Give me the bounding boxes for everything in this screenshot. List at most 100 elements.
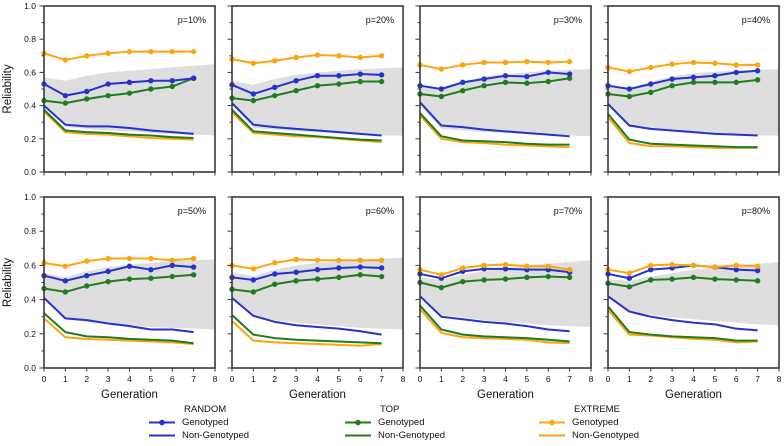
legend-item-label: Genotyped — [378, 417, 425, 428]
legend-item-top-nongenotyped: Non-Genotyped — [344, 429, 445, 442]
marker-random_genotyped — [314, 73, 321, 79]
x-tick-label: 7 — [567, 374, 572, 384]
series-random_nongenotyped — [231, 297, 382, 336]
legend-group-top: TOP Genotyped Non-Genotyped — [344, 404, 445, 442]
reference-band — [232, 67, 403, 136]
series-top_genotyped — [607, 276, 758, 288]
marker-random_genotyped — [545, 69, 551, 76]
marker-random_genotyped — [126, 263, 133, 269]
marker-random_genotyped — [378, 265, 385, 271]
x-axis-title: Generation — [101, 389, 158, 400]
legend-group-random: RANDOM Genotyped Non-Genotyped — [148, 404, 249, 442]
series-top_nongenotyped — [43, 109, 194, 139]
marker-random_genotyped — [84, 88, 90, 95]
legend-group-title: TOP — [380, 404, 400, 415]
x-tick-label: 3 — [482, 374, 487, 384]
marker-top_genotyped — [460, 87, 466, 94]
legend-item-random-nongenotyped: Non-Genotyped — [148, 429, 249, 442]
marker-top_genotyped — [169, 83, 175, 90]
marker-random_genotyped — [733, 266, 739, 273]
series-top_nongenotyped — [607, 113, 758, 149]
marker-random_genotyped — [105, 81, 111, 87]
x-tick-label: 7 — [379, 374, 384, 384]
marker-extreme_genotyped — [378, 257, 385, 263]
panel-label: p=50% — [178, 206, 206, 216]
marker-extreme_genotyped — [566, 58, 573, 65]
series-extreme_genotyped — [607, 263, 758, 275]
y-tick-label: 0.2 — [24, 134, 36, 144]
line-with-marker-swatch — [539, 419, 565, 426]
marker-random_genotyped — [62, 92, 69, 99]
marker-top_genotyped — [314, 276, 321, 282]
x-tick-label: 8 — [401, 374, 406, 384]
marker-random_genotyped — [169, 78, 175, 84]
marker-extreme_genotyped — [626, 270, 633, 276]
panel-label: p=60% — [366, 206, 394, 216]
series-extreme_genotyped — [231, 53, 382, 65]
marker-extreme_genotyped — [336, 53, 342, 59]
series-extreme_nongenotyped — [419, 114, 570, 149]
series-top_nongenotyped — [607, 305, 758, 342]
panel-label: p=10% — [178, 15, 206, 25]
panel-label: p=80% — [742, 206, 770, 216]
marker-extreme_genotyped — [524, 263, 530, 269]
marker-top_genotyped — [754, 77, 761, 83]
series-extreme_genotyped — [607, 61, 758, 73]
panel-label: p=20% — [366, 15, 394, 25]
legend-group-title: RANDOM — [184, 404, 227, 415]
marker-top_genotyped — [84, 283, 90, 289]
marker-top_genotyped — [626, 93, 633, 100]
marker-random_genotyped — [190, 264, 197, 270]
marker-top_genotyped — [357, 78, 363, 85]
marker-top_genotyped — [62, 289, 69, 295]
line-with-marker-swatch — [149, 419, 175, 426]
chart-grid: 0.0 0.2 0.4 0.6 0.8 1.0 p=10% p=20% p=30% p=40% 0.… — [2, 1, 782, 400]
marker-random_genotyped — [460, 79, 466, 86]
marker-extreme_genotyped — [272, 260, 278, 266]
marker-extreme_genotyped — [481, 262, 487, 269]
marker-extreme_genotyped — [314, 52, 321, 58]
marker-top_genotyped — [105, 278, 111, 285]
panel-label: p=30% — [554, 15, 582, 25]
series-extreme_nongenotyped — [43, 317, 194, 346]
marker-extreme_genotyped — [669, 61, 675, 67]
series-random_genotyped — [231, 266, 382, 281]
marker-random_genotyped — [148, 266, 154, 273]
y-tick-label: 1.0 — [24, 1, 36, 11]
legend-item-random-genotyped: Genotyped — [148, 416, 249, 429]
marker-top_genotyped — [126, 276, 133, 282]
x-tick-label: 0 — [418, 374, 423, 384]
series-random_genotyped — [231, 73, 382, 95]
marker-extreme_genotyped — [669, 261, 675, 268]
marker-random_genotyped — [378, 72, 385, 78]
series-extreme_genotyped — [419, 60, 570, 71]
series-extreme_genotyped — [43, 257, 194, 268]
marker-extreme_genotyped — [62, 263, 69, 269]
marker-random_genotyped — [626, 86, 633, 92]
marker-top_genotyped — [566, 274, 573, 281]
series-random_genotyped — [607, 69, 758, 90]
x-tick-label: 4 — [127, 374, 132, 384]
series-top_genotyped — [419, 77, 570, 98]
panel-p=30%: p=30% — [415, 5, 592, 176]
marker-extreme_genotyped — [545, 263, 551, 269]
x-tick-label: 8 — [777, 374, 782, 384]
panel-p=80%: 0 1 2 3 4 5 6 7 8 p=80% Generation — [603, 196, 782, 400]
panel-p=20%: p=20% — [227, 5, 404, 176]
marker-top_genotyped — [148, 275, 154, 281]
marker-top_genotyped — [378, 78, 385, 85]
panel-label: p=40% — [742, 15, 770, 25]
marker-top_genotyped — [690, 274, 697, 281]
marker-extreme_genotyped — [272, 58, 278, 64]
marker-random_genotyped — [481, 76, 487, 82]
marker-top_genotyped — [336, 274, 342, 281]
marker-top_genotyped — [357, 272, 363, 278]
marker-top_genotyped — [250, 289, 257, 295]
marker-random_genotyped — [648, 81, 654, 87]
marker-extreme_genotyped — [626, 68, 633, 75]
marker-top_genotyped — [293, 87, 299, 94]
marker-random_genotyped — [524, 73, 530, 80]
marker-top_genotyped — [272, 281, 278, 287]
marker-extreme_genotyped — [648, 64, 654, 71]
